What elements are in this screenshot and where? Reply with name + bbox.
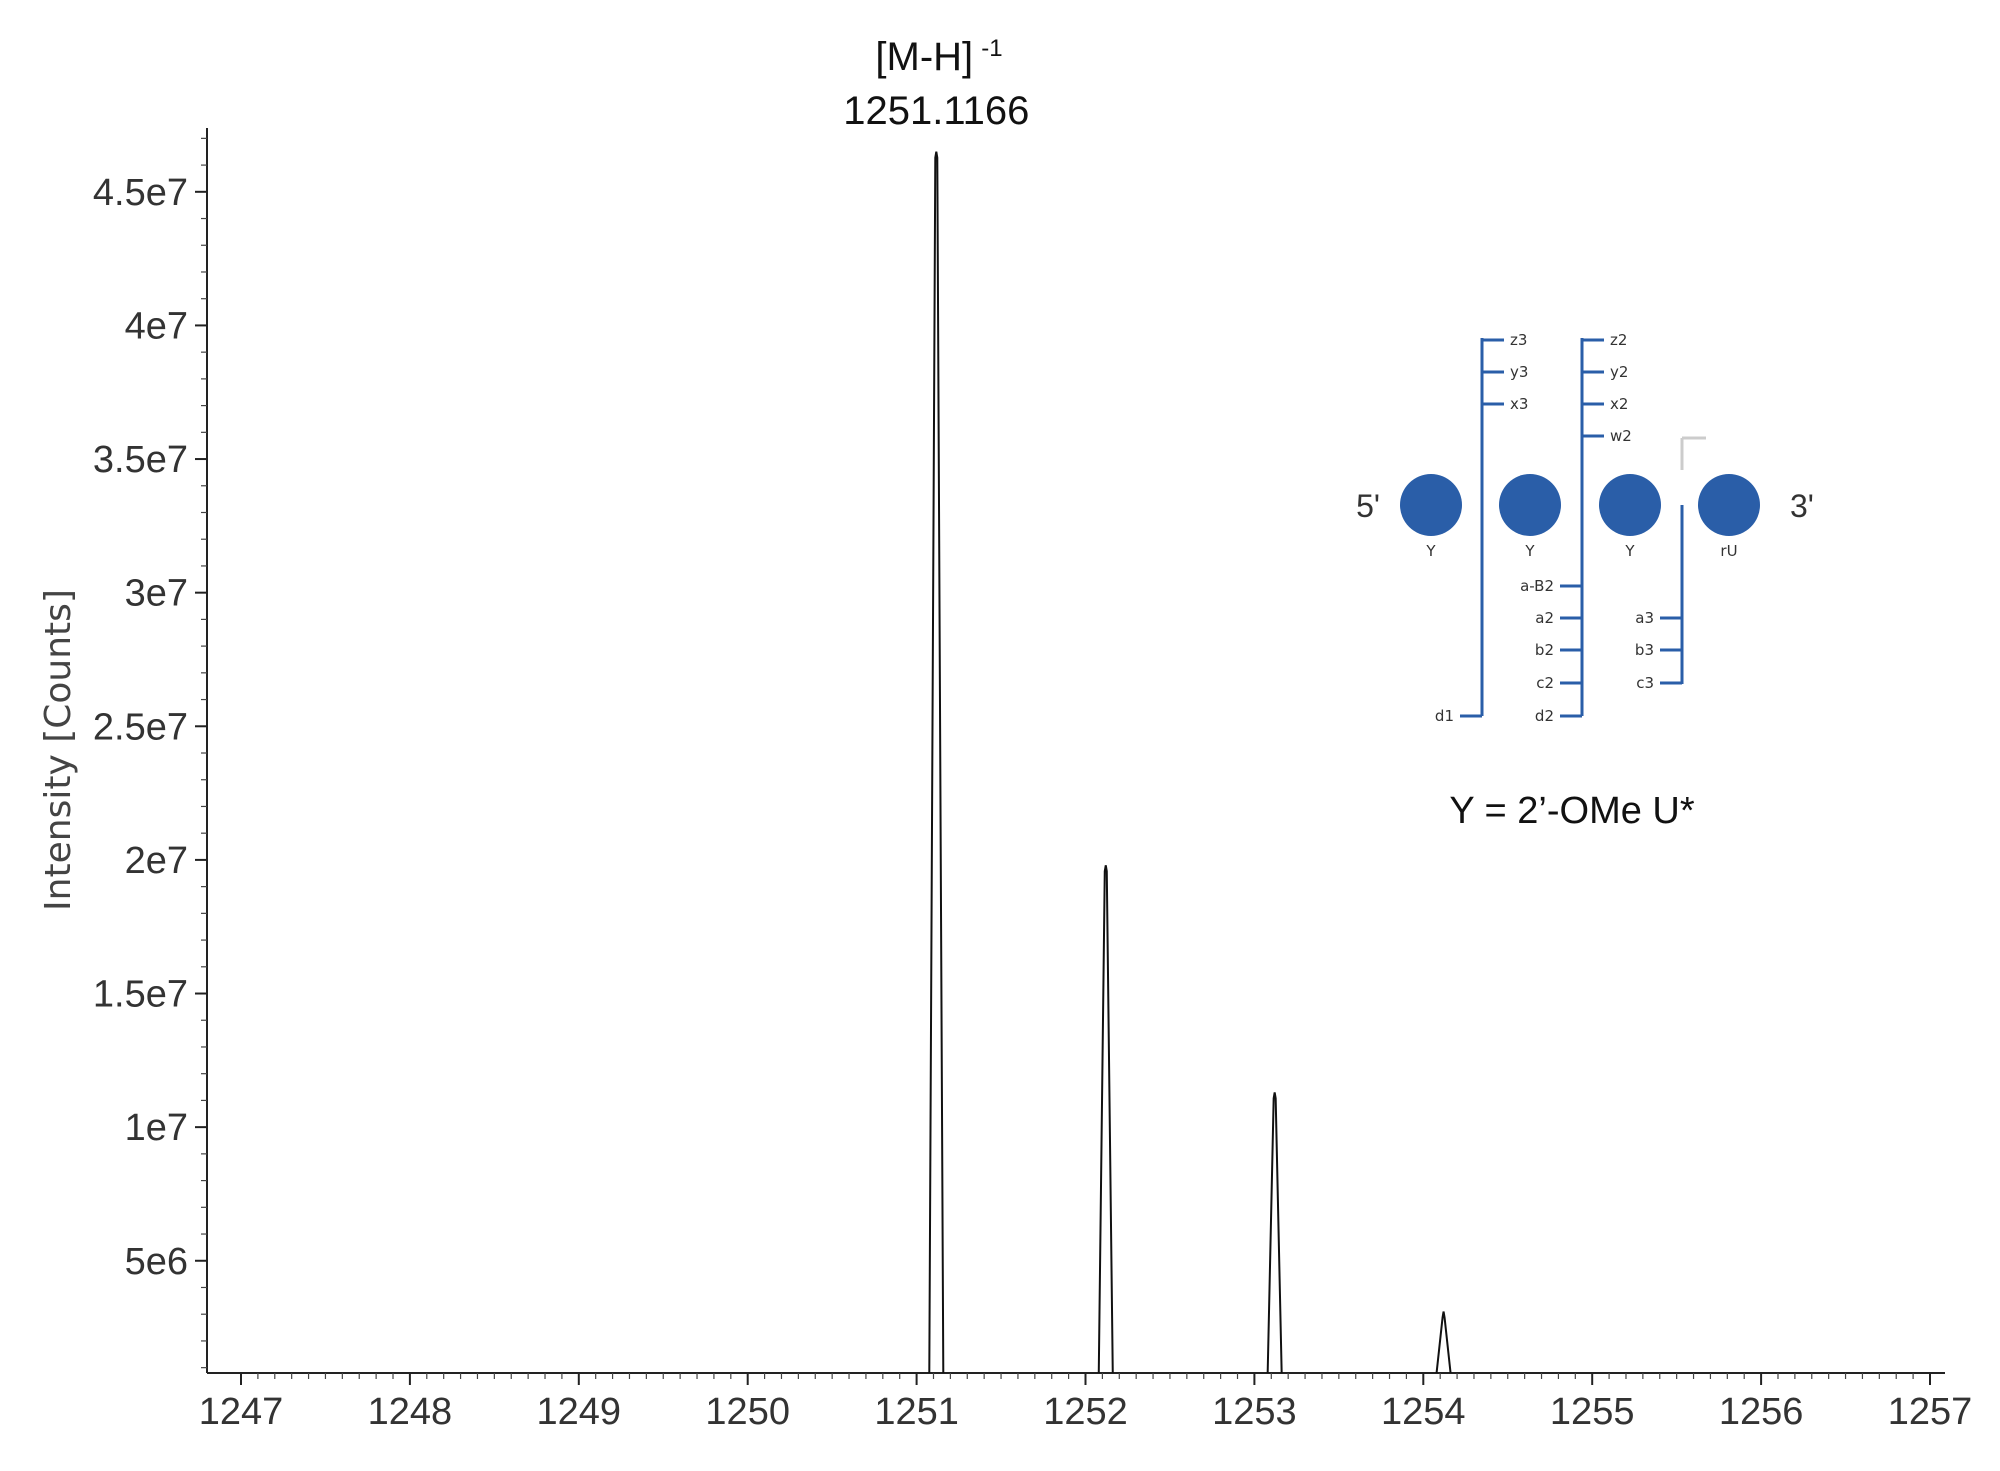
spectrum-peak xyxy=(1266,1092,1283,1374)
x-tick-label: 1256 xyxy=(1719,1391,1804,1433)
residue-label: Y xyxy=(1425,542,1436,560)
five-prime-label: 5' xyxy=(1356,488,1380,524)
spectrum-series xyxy=(928,151,1452,1374)
fragment-label: a3 xyxy=(1635,609,1654,627)
fragment-label: y3 xyxy=(1510,363,1528,381)
residue-circle xyxy=(1698,474,1760,536)
residue-circle xyxy=(1400,474,1462,536)
fragment-label: c3 xyxy=(1636,674,1654,692)
y-tick-label: 1.5e7 xyxy=(93,974,188,1016)
fragment-label: b3 xyxy=(1635,641,1654,659)
y-tick-label: 3e7 xyxy=(125,573,188,615)
residue-circle xyxy=(1599,474,1661,536)
x-tick-label: 1252 xyxy=(1043,1391,1128,1433)
fragment-label: d2 xyxy=(1535,707,1554,725)
peak-ion-charge: -1 xyxy=(981,35,1002,62)
three-prime-label: 3' xyxy=(1790,488,1814,524)
peak-mz-label: 1251.1166 xyxy=(843,89,1029,133)
fragment-label: a-B2 xyxy=(1520,577,1554,595)
spectrum-peak xyxy=(1097,865,1114,1374)
y-axis-label: Intensity [Counts] xyxy=(38,589,79,911)
spectrum-peak xyxy=(928,151,945,1374)
y-tick-label: 5e6 xyxy=(125,1241,188,1283)
fragment-label: c2 xyxy=(1536,674,1554,692)
y-tick-label: 1e7 xyxy=(125,1107,188,1149)
fragment-label: y2 xyxy=(1610,363,1628,381)
fragment-label: a2 xyxy=(1535,609,1554,627)
fragment-label: z2 xyxy=(1610,331,1627,349)
x-tick-label: 1257 xyxy=(1888,1391,1973,1433)
fragment-label: z3 xyxy=(1510,331,1527,349)
y-tick-label: 2e7 xyxy=(125,840,188,882)
residue-circle xyxy=(1499,474,1561,536)
residue-label: Y xyxy=(1624,542,1635,560)
y-tick-label: 2.5e7 xyxy=(93,706,188,748)
spectrum-peak xyxy=(1435,1311,1452,1374)
x-tick-label: 1251 xyxy=(874,1391,959,1433)
peak-ion-label: [M-H] xyxy=(875,35,973,79)
x-tick-label: 1254 xyxy=(1381,1391,1466,1433)
x-tick-label: 1255 xyxy=(1550,1391,1635,1433)
fragment-label: x3 xyxy=(1510,395,1528,413)
fragment-label: d1 xyxy=(1435,707,1454,725)
fragment-label: b2 xyxy=(1535,641,1554,659)
x-tick-label: 1248 xyxy=(368,1391,453,1433)
x-tick-label: 1247 xyxy=(199,1391,284,1433)
peak-annotation: [M-H] -1 1251.1166 xyxy=(843,35,1029,133)
x-tick-label: 1250 xyxy=(705,1391,790,1433)
ticks: 1247 1248 1249 1250 1251 1252 1253 1254 1255 1256… xyxy=(93,137,1973,1433)
residue-label: Y xyxy=(1524,542,1535,560)
y-tick-label: 3.5e7 xyxy=(93,439,188,481)
y-tick-label: 4e7 xyxy=(125,305,188,347)
y-tick-label: 4.5e7 xyxy=(93,172,188,214)
x-tick-label: 1253 xyxy=(1212,1391,1297,1433)
residue-legend: Y = 2’-OMe U* xyxy=(1449,790,1695,832)
x-tick-label: 1249 xyxy=(537,1391,622,1433)
residue-label: rU xyxy=(1720,542,1737,560)
fragment-label: w2 xyxy=(1610,427,1632,445)
fragment-label: x2 xyxy=(1610,395,1628,413)
axes xyxy=(206,128,1945,1374)
